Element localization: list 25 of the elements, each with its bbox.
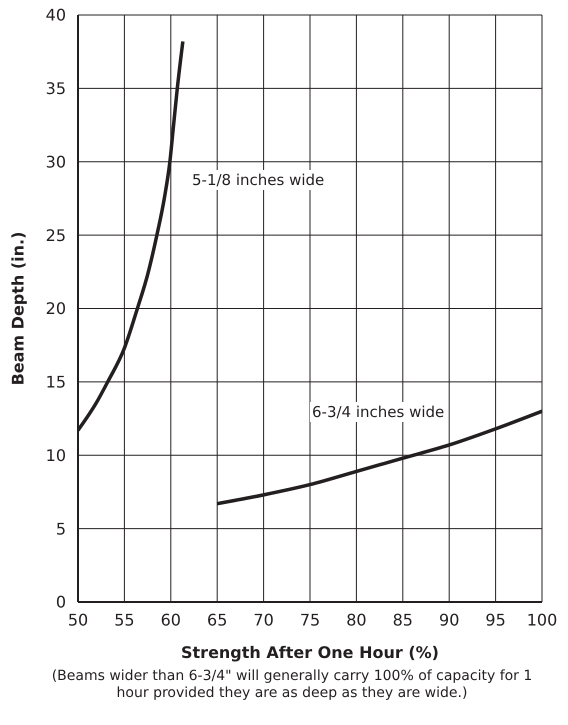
x-tick-label: 80 (346, 610, 367, 630)
x-tick-label: 70 (253, 610, 274, 630)
x-tick-label: 50 (68, 610, 88, 630)
y-tick-label: 0 (56, 592, 66, 612)
y-tick-label: 10 (46, 446, 66, 465)
y-tick-label: 25 (46, 226, 66, 245)
x-tick-label: 100 (526, 610, 558, 630)
annotation: 6-3/4 inches wide (310, 402, 446, 422)
y-tick-label: 35 (46, 79, 66, 98)
x-tick-label: 85 (392, 610, 413, 630)
y-axis-title: Beam Depth (in.) (8, 232, 28, 386)
x-tick-label: 65 (207, 610, 228, 630)
text: (Beams wider than 6-3/4" will generally carry 100% of capacity for 1 hour provided they are as deep as they are wide.) (50, 668, 534, 702)
y-tick-label: 20 (46, 299, 66, 318)
y-tick-label: 40 (46, 6, 66, 25)
y-tick-label: 5 (56, 519, 66, 538)
x-axis-title: Strength After One Hour (%) (181, 643, 439, 662)
x-tick-label: 75 (300, 610, 320, 630)
annotation: 5-1/8 inches wide (190, 170, 326, 190)
x-tick-label: 55 (114, 610, 135, 630)
y-tick-label: 15 (46, 372, 66, 392)
x-tick-label: 90 (439, 610, 460, 630)
y-tick-label: 30 (46, 152, 66, 172)
x-tick-label: 60 (160, 610, 181, 630)
x-tick-label: 95 (485, 610, 506, 630)
